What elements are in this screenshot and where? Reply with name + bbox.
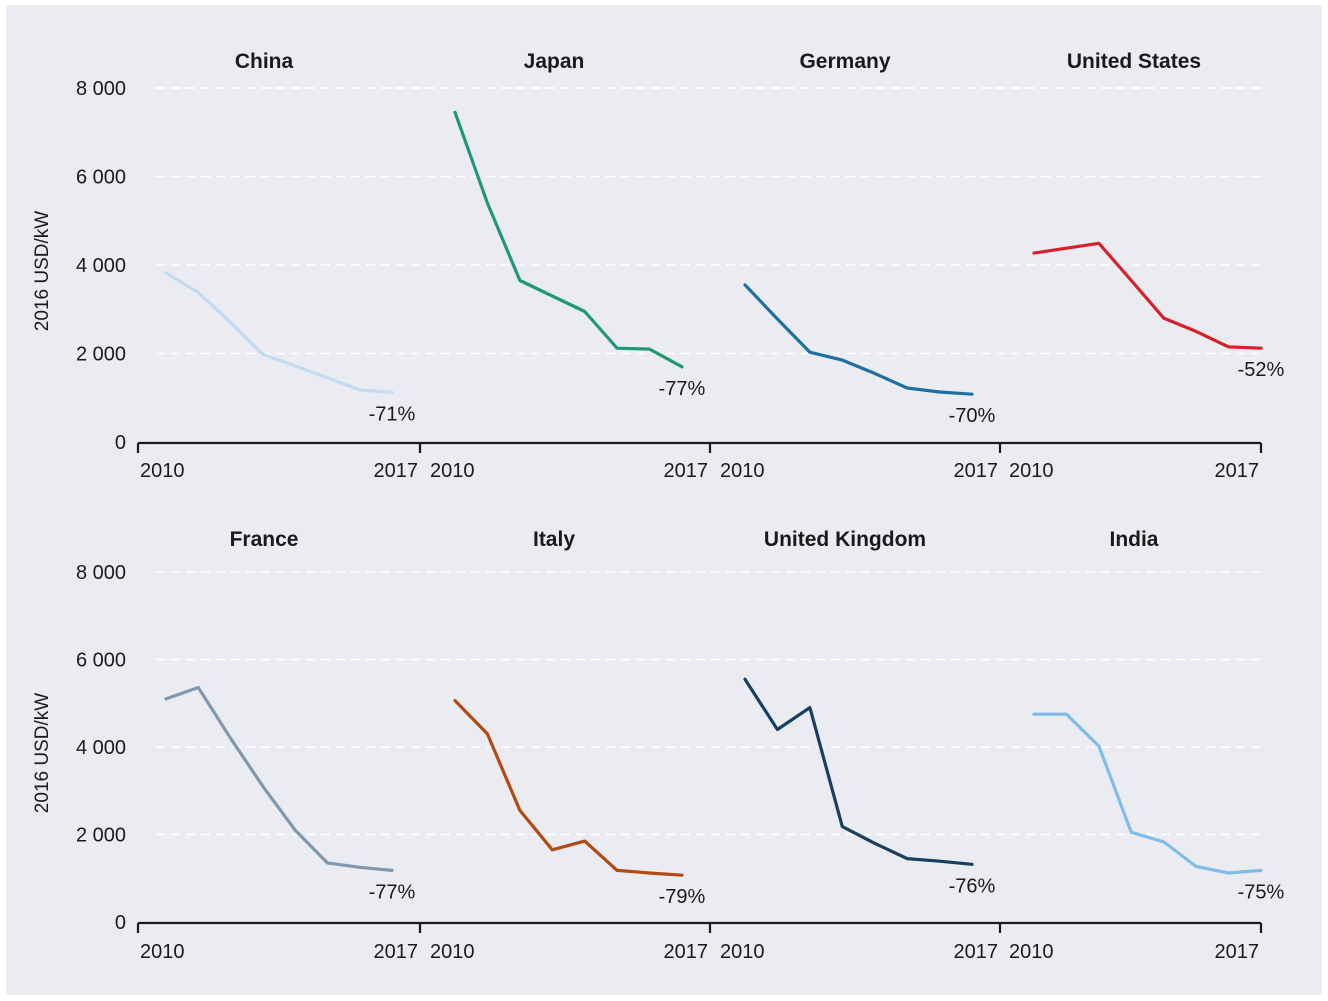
x-tick-label: 2010 <box>720 941 765 963</box>
chart-area: 0 2 000 4 000 6 000 8 000 2016 USD/kW China 201… <box>6 5 1322 995</box>
panel-title: United States <box>1067 50 1201 73</box>
x-tick-label: 2017 <box>954 460 999 482</box>
y-tick-label: 4 000 <box>76 737 126 759</box>
series-line-india <box>1032 712 1263 875</box>
y-axis-title: 2016 USD/kW <box>32 211 53 331</box>
series-line-china <box>164 271 394 394</box>
panel-title: China <box>235 50 294 73</box>
x-tick-label: 2017 <box>1215 941 1260 963</box>
x-tick-label: 2010 <box>140 460 185 482</box>
panel-title: Germany <box>799 50 890 73</box>
change-label: -77% <box>659 378 706 400</box>
panel-title: India <box>1109 528 1158 551</box>
panel-title: United Kingdom <box>764 528 926 551</box>
x-tick-label: 2017 <box>374 460 419 482</box>
x-tick-label: 2010 <box>430 460 475 482</box>
x-tick-label: 2010 <box>1009 941 1054 963</box>
series-line-united-kingdom <box>743 677 974 866</box>
series-line-italy <box>453 698 684 877</box>
y-tick-label: 8 000 <box>76 78 126 100</box>
change-label: -71% <box>369 403 416 425</box>
panel-title: France <box>230 528 299 551</box>
change-label: -76% <box>949 875 996 897</box>
panel-title: Japan <box>524 50 585 73</box>
y-tick-label: 2 000 <box>76 344 126 366</box>
panel-title: Italy <box>533 528 575 551</box>
x-tick-label: 2017 <box>664 941 709 963</box>
x-tick-label: 2017 <box>664 460 709 482</box>
x-tick-label: 2017 <box>374 941 419 963</box>
change-label: -75% <box>1238 881 1285 903</box>
x-tick-label: 2017 <box>1215 460 1260 482</box>
series-line-japan <box>453 110 684 369</box>
change-label: -79% <box>659 886 706 908</box>
y-axis-title: 2016 USD/kW <box>32 693 53 813</box>
y-tick-label: 2 000 <box>76 825 126 847</box>
x-tick-label: 2010 <box>1009 460 1054 482</box>
change-label: -52% <box>1238 359 1285 381</box>
x-tick-label: 2010 <box>140 941 185 963</box>
series-line-france <box>164 685 394 873</box>
x-tick-label: 2010 <box>720 460 765 482</box>
x-tick-label: 2017 <box>954 941 999 963</box>
series-line-germany <box>743 283 974 396</box>
small-multiples-chart: 0 2 000 4 000 6 000 8 000 2016 USD/kW China 201… <box>32 50 1285 963</box>
y-tick-label: 4 000 <box>76 255 126 277</box>
y-tick-label: 8 000 <box>76 562 126 584</box>
series-line-united-states <box>1032 241 1263 350</box>
y-tick-label: 0 <box>115 432 126 454</box>
y-tick-label: 6 000 <box>76 167 126 189</box>
x-tick-label: 2010 <box>430 941 475 963</box>
y-tick-label: 6 000 <box>76 650 126 672</box>
change-label: -70% <box>949 405 996 427</box>
y-tick-label: 0 <box>115 912 126 934</box>
change-label: -77% <box>369 881 416 903</box>
